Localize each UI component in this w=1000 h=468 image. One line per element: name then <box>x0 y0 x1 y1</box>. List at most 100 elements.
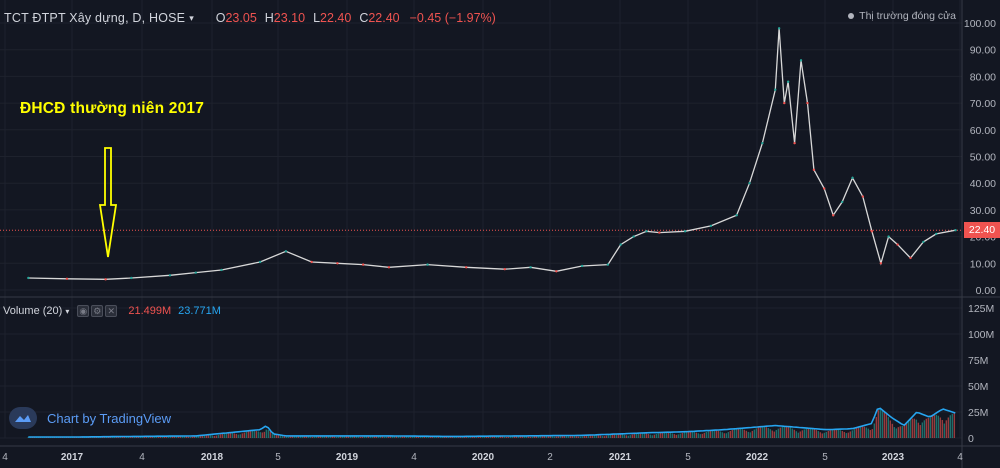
price-point <box>284 250 288 253</box>
price-point <box>387 266 391 269</box>
volume-axis-label: 0 <box>968 433 974 445</box>
tradingview-branding[interactable]: Chart by TradingView <box>9 407 171 429</box>
symbol-menu-chevron-icon[interactable]: ▾ <box>189 12 194 23</box>
price-point <box>168 274 172 277</box>
price-point <box>426 263 429 266</box>
tradingview-cloud-icon <box>9 407 37 429</box>
price-point <box>258 260 262 264</box>
volume-axis-label: 50M <box>968 381 988 393</box>
branding-text: Chart by TradingView <box>47 410 172 426</box>
close-icon[interactable]: ✕ <box>105 305 118 317</box>
price-point <box>935 232 938 236</box>
price-point <box>887 235 890 238</box>
symbol-legend: TCT ĐTPT Xây dựng, D, HOSE ▾ O 23.05 H 23.… <box>4 9 496 27</box>
price-point <box>104 278 107 281</box>
price-point <box>861 195 865 198</box>
price-axis-label: 90.00 <box>970 45 996 57</box>
price-point <box>841 200 844 204</box>
price-point <box>555 270 558 273</box>
price-axis-label: 70.00 <box>970 98 996 110</box>
price-point <box>632 235 635 238</box>
price-point <box>503 267 507 271</box>
price-point <box>645 230 648 233</box>
price-point <box>774 88 777 91</box>
price-point <box>130 276 133 280</box>
price-point <box>851 176 854 180</box>
price-axis-label: 100.00 <box>964 18 996 30</box>
symbol-title[interactable]: TCT ĐTPT Xây dựng, D, HOSE <box>4 11 186 25</box>
price-axis-label: 0.00 <box>976 285 997 297</box>
price-axis-label: 10.00 <box>970 258 996 270</box>
volume-axis-label: 25M <box>968 407 988 419</box>
price-point <box>832 214 835 217</box>
volume-axis-label: 100M <box>968 329 994 341</box>
low-label: L <box>313 11 321 25</box>
time-axis-label: 4 <box>139 452 145 463</box>
high-label: H <box>264 11 274 25</box>
annotation-text: ĐHCĐ thường niên 2017 <box>20 100 205 117</box>
time-axis-label: 2018 <box>201 452 224 463</box>
market-status-text: Thị trường đóng cửa <box>859 10 956 22</box>
time-axis-label: 2023 <box>882 452 905 463</box>
price-line <box>28 28 956 280</box>
low-value: 22.40 <box>320 11 352 25</box>
open-value: 23.05 <box>225 11 257 25</box>
price-axis-label: 30.00 <box>970 205 996 217</box>
volume-ma-line <box>28 407 956 438</box>
market-status: Thị trường đóng cửa <box>848 10 956 22</box>
close-value: 22.40 <box>368 11 400 25</box>
time-axis-label: 4 <box>2 452 8 463</box>
price-point <box>529 266 532 269</box>
open-label: O <box>215 11 226 25</box>
price-point <box>748 182 751 185</box>
price-axis-label: 50.00 <box>970 152 996 164</box>
time-axis-label: 2 <box>547 452 553 463</box>
annotation-arrow-icon <box>98 147 118 258</box>
price-point <box>220 268 223 272</box>
volume-value: 21.499M <box>128 305 172 317</box>
time-axis-label: 2020 <box>472 452 495 463</box>
price-point <box>793 141 796 145</box>
price-point <box>922 240 925 244</box>
price-point <box>580 264 584 268</box>
eye-icon[interactable]: ◉ <box>77 305 90 317</box>
price-point <box>777 27 781 30</box>
time-axis-label: 4 <box>957 452 963 463</box>
price-point <box>310 260 313 264</box>
price-point <box>909 256 912 260</box>
price-point <box>27 276 30 280</box>
time-axis-label: 2022 <box>746 452 769 463</box>
price-point <box>783 101 786 105</box>
price-point <box>709 224 713 228</box>
price-point <box>812 168 816 172</box>
price-point <box>954 228 957 232</box>
high-value: 23.10 <box>273 11 306 25</box>
price-point <box>879 262 883 265</box>
price-axis-label: 40.00 <box>970 178 996 190</box>
time-axis-label: 2019 <box>336 452 359 463</box>
price-point <box>336 262 339 265</box>
price-point <box>65 277 69 280</box>
price-point <box>786 80 790 83</box>
price-point <box>896 243 899 246</box>
price-point <box>823 187 826 190</box>
price-point <box>361 263 365 266</box>
volume-ma-value: 23.771M <box>178 305 221 317</box>
price-axis-label: 80.00 <box>970 71 996 83</box>
last-price-label: 22.40 <box>964 222 1000 239</box>
time-axis-label: 5 <box>685 452 691 463</box>
price-point <box>606 263 610 266</box>
volume-menu-chevron-icon[interactable]: ▾ <box>65 306 70 316</box>
status-dot-icon <box>848 13 855 19</box>
price-point <box>735 214 738 217</box>
price-point <box>683 230 687 233</box>
volume-axis-label: 75M <box>968 355 988 367</box>
price-point <box>464 266 468 269</box>
time-axis-label: 5 <box>275 452 281 463</box>
settings-icon[interactable]: ⚙ <box>91 305 104 317</box>
volume-label[interactable]: Volume (20) <box>3 305 63 317</box>
change-value: −0.45 (−1.97%) <box>409 11 496 25</box>
volume-axis-label: 125M <box>968 303 994 315</box>
